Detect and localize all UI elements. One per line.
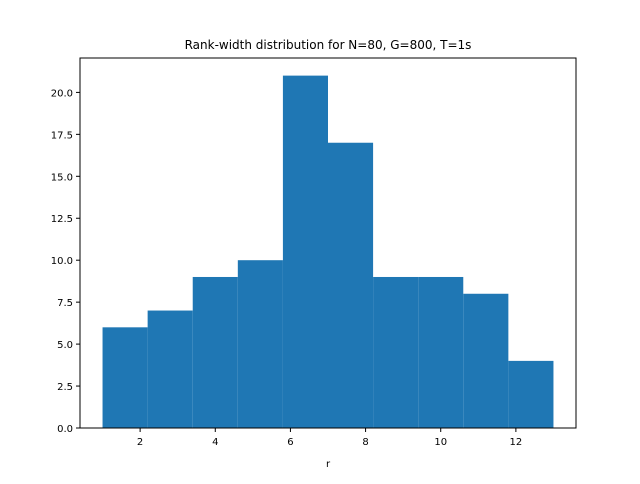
histogram-bar xyxy=(282,75,328,428)
plot-frame xyxy=(79,57,577,429)
x-axis: 2 4 6 8 10 12 xyxy=(137,428,522,448)
y-tick-label: 15.0 xyxy=(51,172,73,183)
chart-title: Rank-width distribution for N=80, G=800,… xyxy=(185,38,472,52)
y-tick-label: 7.5 xyxy=(57,298,73,309)
x-tick-label: 2 xyxy=(137,437,143,448)
x-tick-label: 4 xyxy=(212,437,218,448)
histogram-bar xyxy=(373,276,419,428)
x-tick-label: 8 xyxy=(362,437,368,448)
x-tick-label: 6 xyxy=(287,437,293,448)
bars-layer xyxy=(102,75,554,428)
histogram-bar xyxy=(192,276,238,428)
y-tick-label: 10.0 xyxy=(51,256,73,267)
histogram-bar xyxy=(463,293,509,428)
y-axis: 0.0 2.5 5.0 7.5 10.0 12.5 15.0 17.5 20.0 xyxy=(51,88,80,435)
y-tick-label: 17.5 xyxy=(51,130,73,141)
histogram-bar xyxy=(102,327,148,428)
y-tick-label: 20.0 xyxy=(51,88,73,99)
y-tick-label: 0.0 xyxy=(57,424,73,435)
histogram-bar xyxy=(147,310,193,428)
x-tick-label: 12 xyxy=(510,437,523,448)
y-tick-label: 12.5 xyxy=(51,214,73,225)
histogram-bar xyxy=(418,276,464,428)
histogram-bar xyxy=(508,360,554,428)
histogram-bar xyxy=(237,260,283,428)
y-tick-label: 2.5 xyxy=(57,382,73,393)
histogram-bar xyxy=(328,142,374,428)
y-tick-label: 5.0 xyxy=(57,340,73,351)
x-axis-label: r xyxy=(326,459,331,470)
x-tick-label: 10 xyxy=(434,437,447,448)
